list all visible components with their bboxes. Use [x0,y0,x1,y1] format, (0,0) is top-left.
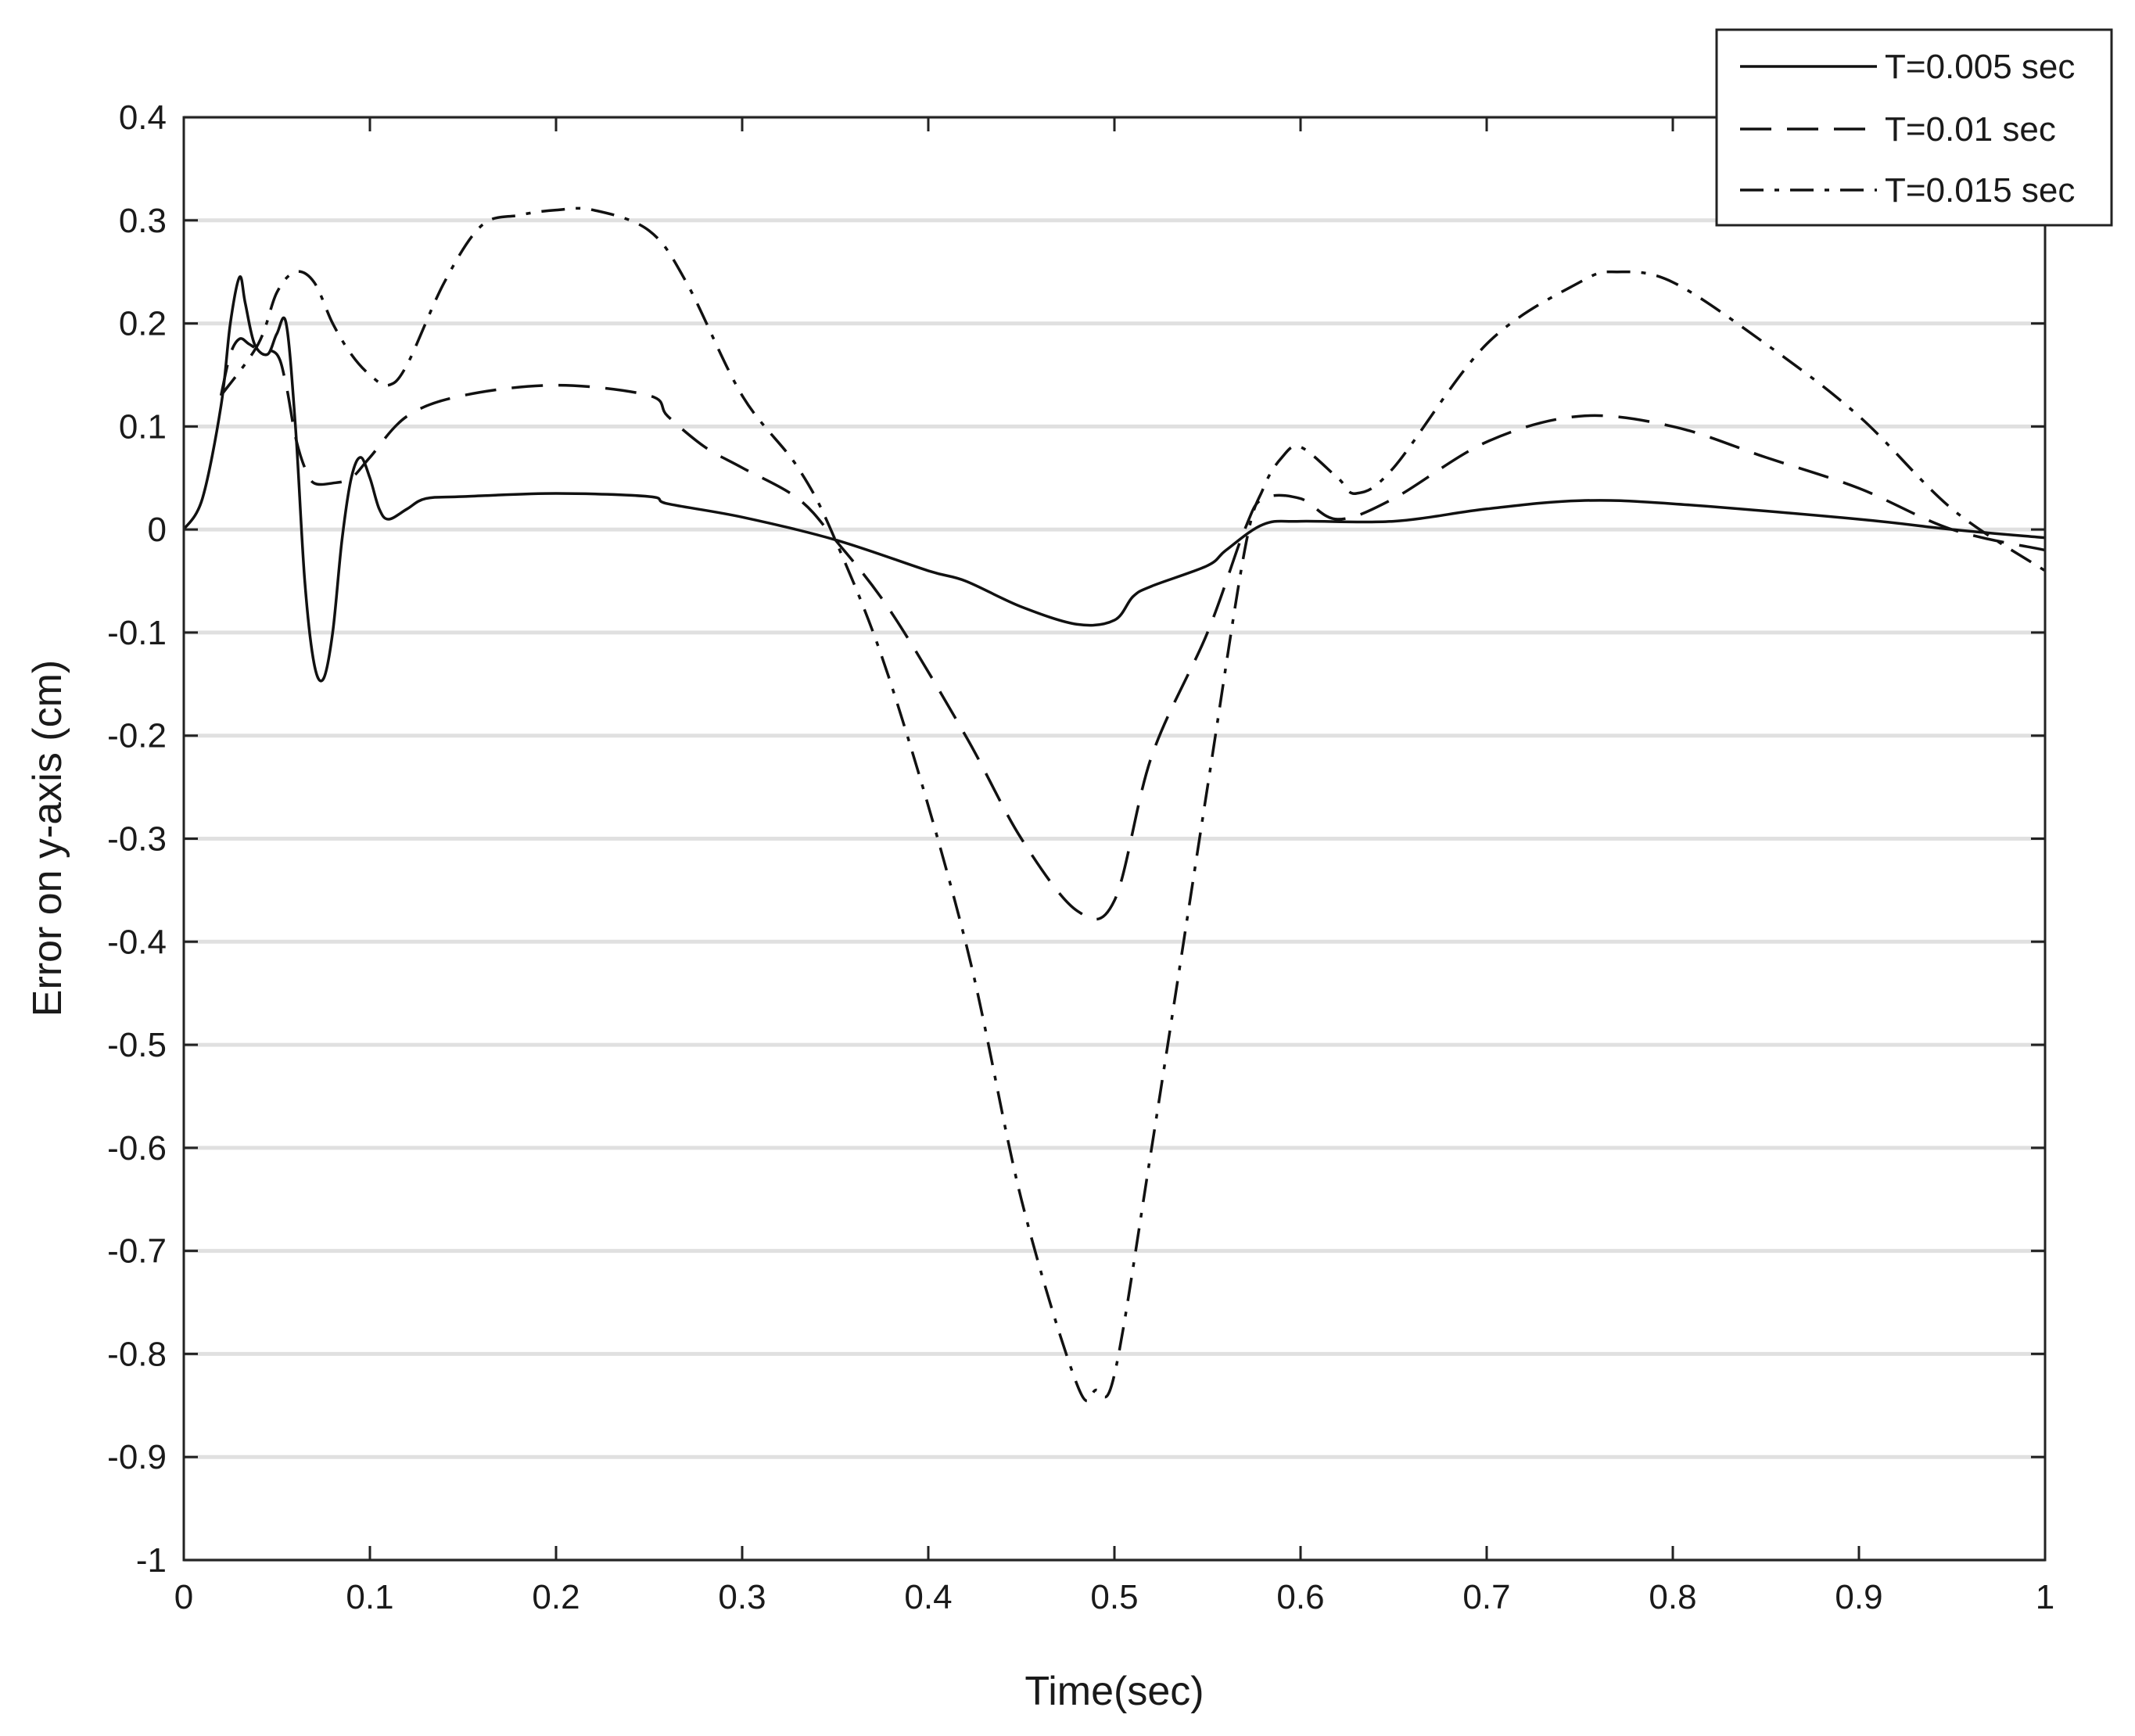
x-tick-label: 0.3 [718,1578,766,1616]
y-tick-labels: 0.4 0.3 0.2 0.1 0 -0.1 -0.2 -0.3 -0.4 -0.5 -0.6 -0.… [107,99,167,1580]
y-tick-label: 0.4 [119,99,167,137]
legend-label-series-2: T=0.01 sec [1885,110,2056,149]
y-tick-label: 0 [148,511,167,549]
legend: T=0.005 sec T=0.01 sec T=0.015 sec [1715,28,2113,227]
y-tick-label: -0.5 [107,1026,167,1064]
y-tick-label: -0.2 [107,717,167,755]
x-tick-label: 0.5 [1090,1578,1138,1616]
series-line-1 [182,275,2046,683]
legend-box [1715,28,2113,227]
series-line-2 [219,337,2046,921]
series-layer [182,206,2046,1403]
x-tick-label: 0.7 [1462,1578,1510,1616]
y-tick-label: 0.2 [119,305,167,343]
x-tick-label: 0.8 [1649,1578,1696,1616]
series-line-3 [220,206,2046,1403]
x-tick-label: 1 [2036,1578,2054,1616]
legend-label-series-1: T=0.005 sec [1885,48,2075,86]
y-tick-label: 0.3 [119,202,167,240]
y-tick-label: -0.4 [107,923,167,961]
y-tick-label: -0.6 [107,1129,167,1167]
gridlines [184,115,2045,1562]
legend-label-series-3: T=0.015 sec [1885,171,2075,210]
y-tick-label: -1 [136,1541,167,1580]
x-axis-title: Time(sec) [1024,1669,1204,1714]
y-tick-label: -0.3 [107,820,167,859]
x-tick-labels: 0 0.1 0.2 0.3 0.4 0.5 0.6 0.7 0.8 0.9 1 [174,1578,2054,1616]
y-tick-label: 0.1 [119,407,167,446]
x-tick-label: 0.2 [532,1578,580,1616]
y-tick-label: -0.7 [107,1232,167,1271]
y-tick-label: -0.1 [107,614,167,652]
y-tick-label: -0.9 [107,1438,167,1476]
x-tick-label: 0 [174,1578,193,1616]
y-tick-label: -0.8 [107,1335,167,1373]
y-axis-title: Error on y-axis (cm) [25,660,70,1017]
x-tick-label: 0.9 [1835,1578,1882,1616]
x-tick-label: 0.6 [1276,1578,1324,1616]
x-tick-label: 0.4 [904,1578,952,1616]
x-tick-label: 0.1 [346,1578,393,1616]
